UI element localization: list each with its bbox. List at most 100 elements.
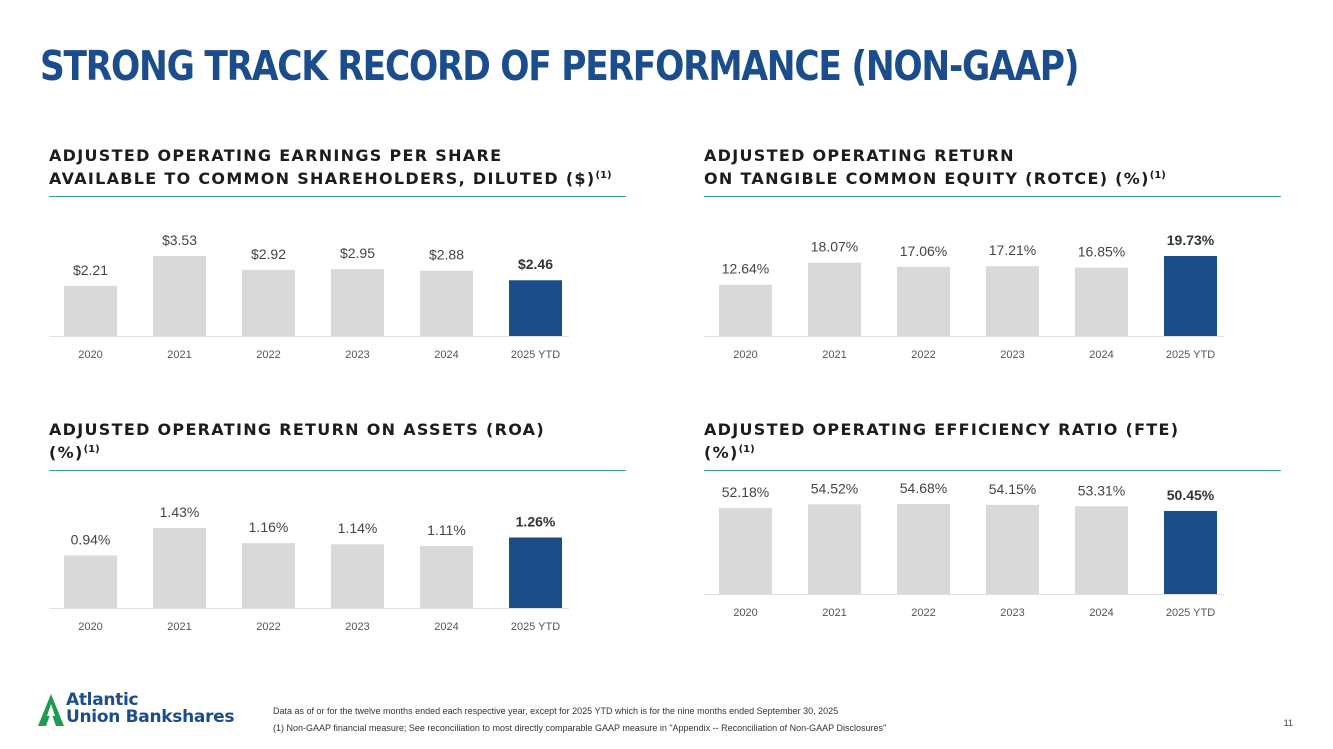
bar-value-label: 50.45% [1167,487,1215,503]
logo-text-line: Union Bankshares [66,707,235,727]
bar-value-label: 1.43% [160,504,200,520]
chart-panel-roa: ADJUSTED OPERATING RETURN ON ASSETS (ROA… [49,418,629,648]
chart-panel-efficiency: ADJUSTED OPERATING EFFICIENCY RATIO (FTE… [704,418,1284,648]
bar [719,508,772,594]
footnotes: Data as of or for the twelve months ende… [273,703,886,737]
bar [153,528,206,608]
bar [331,544,384,608]
bar-value-label: 1.26% [516,514,556,530]
bar-value-label: 12.64% [722,261,769,277]
eps-bar-chart: $2.21 2020 $3.53 2021 $2.92 2022 $2.95 2023 $2.8… [49,232,569,361]
bar-value-label: $2.95 [340,245,375,261]
category-label: 2025 YTD [1166,607,1215,619]
bar-value-label: 18.07% [811,239,858,255]
bar [1164,510,1217,594]
chart-panel-rotce: ADJUSTED OPERATING RETURN ON TANGIBLE CO… [704,144,1284,374]
bar [509,280,562,336]
category-label: 2020 [78,621,102,633]
chart-title-line: ADJUSTED OPERATING EFFICIENCY RATIO (FTE… [704,420,1180,439]
bar [420,270,473,336]
bar [808,504,861,594]
bar [1075,267,1128,336]
category-label: 2022 [256,349,280,361]
bar [64,285,117,336]
category-label: 2025 YTD [511,349,560,361]
bar-value-label: 1.16% [249,519,289,535]
category-label: 2021 [167,349,191,361]
category-label: 2023 [1000,349,1024,361]
bar-value-label: 17.06% [900,243,947,259]
category-label: 2020 [733,607,757,619]
bar-value-label: $2.88 [429,247,464,263]
bar-value-label: 17.21% [989,242,1036,258]
chart-title-line: ADJUSTED OPERATING RETURN ON ASSETS (ROA… [49,420,545,439]
bar [242,543,295,608]
category-label: 2020 [733,349,757,361]
bar-value-label: 54.68% [900,480,947,496]
category-label: 2023 [1000,607,1024,619]
footnote-marker: (1) [595,170,612,181]
footnote-marker: (1) [1149,170,1166,181]
category-label: 2021 [167,621,191,633]
bar-value-label: 0.94% [71,531,111,547]
page-title: STRONG TRACK RECORD OF PERFORMANCE (NON-… [40,42,1080,90]
category-label: 2025 YTD [1166,349,1215,361]
category-label: 2020 [78,349,102,361]
bar [897,266,950,336]
logo-text-line: Atlantic [66,690,139,710]
chart-title: ADJUSTED OPERATING RETURN ON ASSETS (ROA… [49,418,629,464]
category-label: 2021 [822,607,846,619]
bar [420,545,473,608]
bar-value-label: 54.52% [811,480,858,496]
category-label: 2024 [1089,349,1113,361]
bar [64,555,117,608]
bar-value-label: $2.46 [518,256,553,272]
bar [986,266,1039,336]
category-label: 2022 [256,621,280,633]
bar-value-label: $2.21 [73,262,108,278]
logo-mark-icon [38,694,64,726]
bar-value-label: $2.92 [251,246,286,262]
bar [1164,256,1217,336]
rotce-bar-chart: 12.64% 2020 18.07% 2021 17.06% 2022 17.21% 2023… [704,232,1224,361]
title-rule [704,196,1281,197]
bar-value-label: 1.11% [427,522,466,538]
bar [331,269,384,336]
footnote: Data as of or for the twelve months ende… [273,706,839,716]
chart-title: ADJUSTED OPERATING RETURN ON TANGIBLE CO… [704,144,1284,190]
category-label: 2024 [434,621,458,633]
title-rule [49,196,626,197]
category-label: 2025 YTD [511,621,560,633]
bar-value-label: $3.53 [162,232,197,248]
bar [509,537,562,608]
bar [719,284,772,336]
bar [153,256,206,336]
chart-title: ADJUSTED OPERATING EFFICIENCY RATIO (FTE… [704,418,1284,464]
title-rule [704,470,1281,471]
chart-title-line: (%) [704,443,739,462]
category-label: 2022 [911,607,935,619]
bar-value-label: 1.14% [338,520,378,536]
footnote: (1) Non-GAAP financial measure; See reco… [273,723,887,733]
chart-title-line: ON TANGIBLE COMMON EQUITY (ROTCE) (%) [704,169,1150,188]
bar-value-label: 52.18% [722,484,769,500]
efficiency-bar-chart: 52.18% 2020 54.52% 2021 54.68% 2022 54.15% 2023… [704,480,1224,619]
page-number: 11 [1283,718,1293,728]
bar [986,504,1039,594]
bar-value-label: 16.85% [1078,244,1125,260]
bar [1075,506,1128,594]
category-label: 2023 [345,349,369,361]
category-label: 2023 [345,621,369,633]
chart-title: ADJUSTED OPERATING EARNINGS PER SHARE AV… [49,144,629,190]
chart-panel-eps: ADJUSTED OPERATING EARNINGS PER SHARE AV… [49,144,629,374]
chart-title-line: ADJUSTED OPERATING EARNINGS PER SHARE [49,146,503,165]
bar [897,504,950,594]
bar-value-label: 54.15% [989,481,1036,497]
chart-title-line: AVAILABLE TO COMMON SHAREHOLDERS, DILUTE… [49,169,596,188]
chart-title-line: (%) [49,443,84,462]
category-label: 2024 [434,349,458,361]
bar [808,262,861,336]
category-label: 2022 [911,349,935,361]
category-label: 2024 [1089,607,1113,619]
company-logo: Atlantic Union Bankshares [38,692,258,732]
